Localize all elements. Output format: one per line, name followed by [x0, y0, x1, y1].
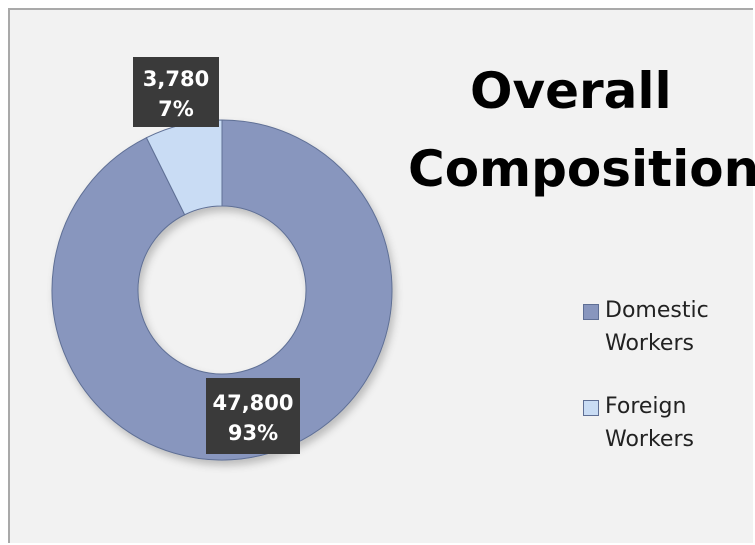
data-label-foreign-workers: 3,780 7%: [133, 57, 219, 127]
legend-swatch-domestic: [583, 304, 599, 320]
data-label-value: 3,780: [143, 67, 209, 91]
legend-label-domestic-line-1: Domestic: [605, 298, 709, 323]
legend-label-foreign-line-2: Workers: [605, 427, 694, 452]
legend-item-domestic-workers: Domestic Workers: [583, 294, 745, 360]
donut-slice-domestic-workers: [51, 119, 393, 461]
data-label-percent: 7%: [158, 97, 194, 121]
chart-title-line-1: Overall: [470, 62, 672, 120]
data-label-box: [133, 57, 219, 127]
data-label-domestic-workers: 47,800 93%: [206, 378, 300, 454]
data-label-percent: 93%: [228, 421, 278, 445]
donut-slice-foreign-workers: [145, 119, 223, 216]
legend-label-foreign-line-1: Foreign: [605, 394, 687, 419]
data-label-box: [206, 378, 300, 454]
legend-label-domestic-line-2: Workers: [605, 331, 694, 356]
legend-item-foreign-workers: Foreign Workers: [583, 390, 745, 456]
legend-swatch-foreign: [583, 400, 599, 416]
chart-title-line-2: Composition: [408, 140, 755, 198]
data-label-value: 47,800: [212, 391, 293, 415]
legend-label-foreign: Foreign Workers: [605, 390, 745, 456]
legend-label-domestic: Domestic Workers: [605, 294, 745, 360]
